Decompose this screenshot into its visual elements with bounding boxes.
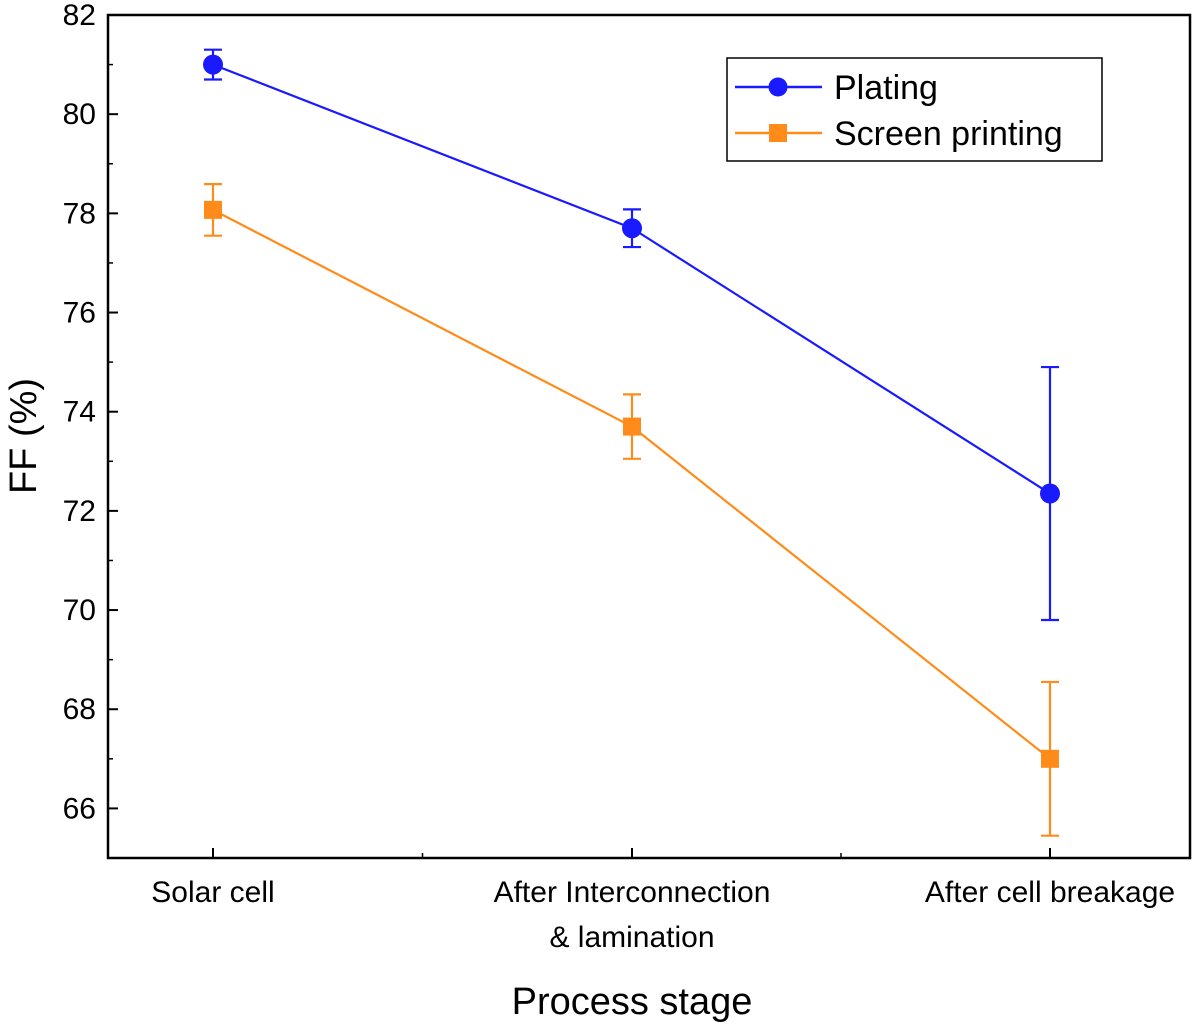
legend-marker-plating [768, 77, 788, 97]
y-tick-label: 66 [63, 792, 96, 825]
legend-entry-screen-printing: Screen printing [735, 115, 1063, 153]
data-point [1041, 749, 1059, 768]
y-tick-label: 72 [63, 495, 96, 528]
legend-label-screen-printing: Screen printing [834, 115, 1063, 153]
legend-box [726, 57, 1103, 162]
y-axis: 66 68 70 72 74 76 78 80 82 [63, 0, 118, 859]
x-tick-label: After cell breakage [925, 876, 1175, 909]
x-tick-label: & lamination [549, 921, 714, 954]
y-tick-label: 74 [63, 396, 96, 429]
data-point [204, 200, 222, 219]
x-tick-label: Solar cell [151, 876, 274, 909]
y-tick-label: 82 [63, 0, 96, 32]
y-tick-label: 76 [63, 297, 96, 330]
x-tick-label: After Interconnection [494, 876, 771, 909]
data-point [203, 54, 223, 75]
data-point [1040, 483, 1060, 504]
y-tick-label: 80 [63, 98, 96, 131]
legend-marker-screen-printing [769, 124, 787, 142]
series-screen-printing [204, 182, 1059, 837]
series-plating [203, 48, 1060, 622]
y-axis-title: FF (%) [3, 378, 45, 494]
x-axis-title: Process stage [512, 981, 753, 1023]
legend-label-plating: Plating [834, 69, 938, 107]
y-tick-label: 68 [63, 693, 96, 726]
y-tick-label: 78 [63, 197, 96, 230]
legend-entry-plating: Plating [735, 69, 938, 107]
plot-frame [106, 13, 1192, 860]
series-layer [203, 48, 1060, 837]
data-point [622, 218, 642, 239]
legend: Plating Screen printing [726, 57, 1103, 162]
y-tick-label: 70 [63, 594, 96, 627]
series-line [212, 208, 1051, 760]
data-point [623, 417, 641, 436]
x-axis: Solar cell After Interconnection & laminat… [151, 848, 1175, 954]
